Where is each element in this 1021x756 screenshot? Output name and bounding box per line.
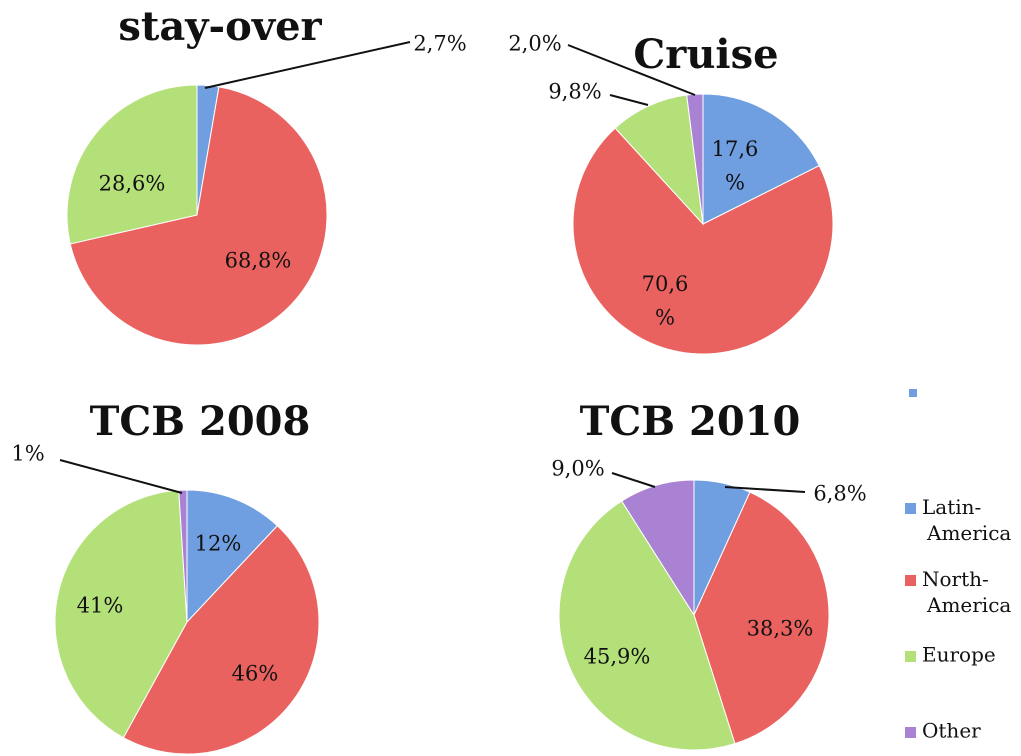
data-label: 17,6% (712, 137, 759, 195)
pie-slice (66, 84, 198, 245)
pie-slice (69, 86, 328, 346)
legend-swatch (905, 575, 916, 586)
chart-title: TCB 2010 (580, 398, 801, 445)
data-label: 2,0% (508, 32, 561, 56)
pie-slice (702, 93, 820, 225)
pie-slice (186, 489, 279, 624)
legend-swatch (905, 503, 916, 514)
pie-slice (620, 479, 695, 617)
leader-line (609, 94, 649, 106)
data-label: 38,3% (747, 617, 814, 641)
leader-line (567, 44, 696, 96)
legend-label: Other (922, 719, 981, 743)
data-label: 1% (11, 442, 44, 466)
leader-line (611, 472, 656, 488)
legend-swatch (909, 389, 917, 397)
data-label: 9,8% (548, 80, 601, 104)
data-label: 28,6% (99, 172, 166, 196)
leader-line (59, 459, 183, 494)
chart-title: Cruise (633, 31, 778, 78)
leader-line (204, 41, 411, 89)
legend-label: North-America (922, 567, 1011, 617)
leader-line (724, 486, 806, 493)
pie-slice (54, 489, 188, 739)
legend-label: Latin-America (922, 495, 1011, 545)
pie-slice (558, 500, 736, 751)
data-label: 6,8% (813, 482, 866, 506)
data-label: 12% (195, 532, 242, 556)
data-label: 68,8% (225, 249, 292, 273)
pie-slice (122, 525, 320, 755)
data-label: 2,7% (413, 32, 466, 56)
legend-swatch (905, 727, 916, 738)
pie-slice (693, 491, 830, 745)
data-label: 70,6% (642, 272, 689, 330)
pie-slice (614, 94, 704, 226)
pie-slice (178, 489, 188, 623)
chart-title: stay-over (118, 3, 322, 50)
data-label: 46% (232, 662, 279, 686)
legend-swatch (905, 651, 916, 662)
data-label: 9,0% (551, 457, 604, 481)
data-label: 45,9% (584, 645, 651, 669)
legend-label: Europe (922, 643, 996, 667)
chart-title: TCB 2008 (90, 398, 311, 445)
data-label: 41% (77, 594, 124, 618)
pie-slice (572, 127, 834, 355)
